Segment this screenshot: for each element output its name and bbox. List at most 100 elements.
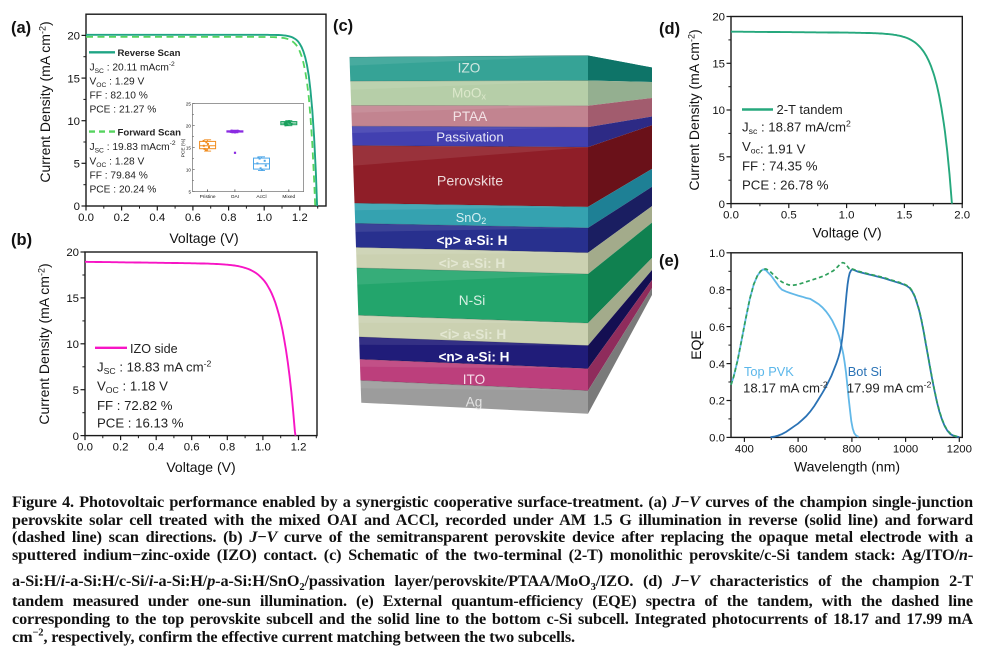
svg-text:Jsc : 18.87 mA/cm2: Jsc : 18.87 mA/cm2 [742, 119, 851, 136]
svg-text:0: 0 [74, 201, 80, 213]
svg-text:PCE : 16.13 %: PCE : 16.13 % [97, 416, 184, 431]
svg-text:PCE : 20.24 %: PCE : 20.24 % [90, 185, 157, 196]
svg-text:1.2: 1.2 [291, 442, 307, 454]
svg-text:0.2: 0.2 [709, 396, 725, 408]
svg-text:20: 20 [712, 12, 725, 24]
svg-text:Perovskite: Perovskite [437, 174, 503, 190]
svg-text:<i> a-Si: H: <i> a-Si: H [439, 256, 505, 271]
svg-text:Current Density (mA cm-2): Current Density (mA cm-2) [686, 29, 702, 190]
svg-text:400: 400 [735, 443, 754, 455]
svg-text:10: 10 [67, 116, 80, 128]
svg-text:(c): (c) [333, 17, 353, 35]
svg-text:0.0: 0.0 [709, 433, 725, 445]
svg-text:<n> a-Si: H: <n> a-Si: H [438, 350, 509, 365]
svg-text:5: 5 [74, 159, 80, 171]
svg-text:5: 5 [188, 189, 191, 194]
svg-text:0.0: 0.0 [78, 212, 94, 224]
svg-text:25: 25 [186, 101, 192, 106]
svg-text:SnO2: SnO2 [456, 210, 487, 226]
svg-text:1.0: 1.0 [256, 212, 272, 224]
svg-text:20: 20 [67, 31, 80, 43]
svg-text:FF : 74.35 %: FF : 74.35 % [742, 159, 818, 174]
svg-text:Voltage (V): Voltage (V) [166, 459, 235, 475]
svg-text:1200: 1200 [947, 443, 972, 455]
svg-text:1000: 1000 [893, 443, 918, 455]
svg-text:(e): (e) [659, 252, 679, 270]
svg-text:JSC : 20.11 mAcm-2: JSC : 20.11 mAcm-2 [90, 61, 176, 75]
svg-text:IZO: IZO [458, 61, 481, 76]
svg-text:0.5: 0.5 [781, 210, 797, 222]
svg-text:0.8: 0.8 [219, 442, 235, 454]
svg-text:Voc: 1.91 V: Voc: 1.91 V [742, 139, 806, 157]
svg-text:2-T tandem: 2-T tandem [777, 102, 843, 117]
svg-text:JSC : 18.83 mA cm-2: JSC : 18.83 mA cm-2 [97, 359, 212, 376]
svg-text:1.0: 1.0 [255, 442, 271, 454]
svg-text:IZO side: IZO side [130, 342, 178, 356]
svg-text:(d): (d) [659, 20, 680, 38]
svg-text:Voltage (V): Voltage (V) [812, 225, 881, 241]
svg-text:Voltage (V): Voltage (V) [169, 230, 238, 246]
svg-text:Forward Scan: Forward Scan [118, 127, 182, 138]
svg-text:FF : 82.10 %: FF : 82.10 % [90, 91, 148, 102]
svg-text:ITO: ITO [463, 372, 485, 387]
svg-text:PTAA: PTAA [453, 109, 488, 124]
svg-text:0.8: 0.8 [221, 212, 237, 224]
svg-text:18.17 mA cm-2: 18.17 mA cm-2 [743, 380, 828, 396]
svg-text:OAI: OAI [231, 194, 239, 200]
svg-text:5: 5 [73, 385, 79, 397]
svg-text:2.0: 2.0 [954, 210, 970, 222]
svg-text:15: 15 [186, 145, 192, 150]
svg-text:JSC : 19.83 mAcm-2: JSC : 19.83 mAcm-2 [90, 140, 176, 154]
svg-text:800: 800 [842, 443, 861, 455]
svg-text:FF : 79.84 %: FF : 79.84 % [90, 171, 148, 182]
svg-text:PCE : 21.27 %: PCE : 21.27 % [90, 104, 157, 115]
svg-text:Top PVK: Top PVK [744, 364, 794, 379]
svg-text:15: 15 [66, 293, 79, 305]
svg-text:0.6: 0.6 [709, 322, 725, 334]
svg-text:0.0: 0.0 [77, 442, 93, 454]
svg-text:VOC : 1.28 V: VOC : 1.28 V [90, 156, 145, 169]
svg-text:MoOx: MoOx [452, 86, 486, 102]
svg-text:0.2: 0.2 [114, 212, 130, 224]
svg-text:PCE (%): PCE (%) [181, 138, 187, 157]
svg-text:Ag: Ag [466, 395, 483, 410]
svg-text:Passivation: Passivation [436, 130, 503, 145]
svg-text:Current Density (mA cm-2): Current Density (mA cm-2) [37, 21, 53, 182]
svg-text:0.6: 0.6 [184, 442, 200, 454]
svg-text:(b): (b) [11, 231, 32, 249]
svg-text:10: 10 [712, 105, 725, 117]
svg-text:1.0: 1.0 [839, 210, 855, 222]
svg-text:VOC : 1.29 V: VOC : 1.29 V [90, 76, 145, 89]
svg-text:17.99 mA cm-2: 17.99 mA cm-2 [847, 380, 932, 396]
svg-text:N-Si: N-Si [459, 293, 485, 308]
svg-text:15: 15 [67, 73, 80, 85]
svg-text:0.0: 0.0 [723, 210, 739, 222]
svg-text:600: 600 [789, 443, 808, 455]
svg-text:EQE: EQE [688, 330, 704, 360]
svg-text:FF : 72.82 %: FF : 72.82 % [97, 398, 173, 413]
svg-text:Bot Si: Bot Si [848, 364, 882, 379]
svg-text:1.2: 1.2 [292, 212, 308, 224]
svg-text:1.5: 1.5 [896, 210, 912, 222]
svg-text:10: 10 [66, 339, 79, 351]
svg-text:Reverse Scan: Reverse Scan [118, 48, 181, 59]
svg-text:Current Density (mA cm-2): Current Density (mA cm-2) [36, 263, 52, 424]
svg-text:Wavelength (nm): Wavelength (nm) [794, 459, 900, 475]
svg-text:0.4: 0.4 [149, 212, 165, 224]
svg-text:15: 15 [712, 59, 725, 71]
svg-text:5: 5 [719, 152, 725, 164]
svg-text:(a): (a) [11, 19, 31, 37]
svg-text:10: 10 [186, 167, 192, 172]
svg-text:20: 20 [66, 247, 79, 259]
svg-text:0.4: 0.4 [709, 359, 725, 371]
svg-text:0: 0 [719, 199, 725, 211]
svg-text:0: 0 [73, 431, 79, 443]
svg-text:Mixed: Mixed [282, 194, 295, 200]
svg-text:0.8: 0.8 [709, 285, 725, 297]
svg-text:<p> a-Si: H: <p> a-Si: H [436, 233, 507, 248]
svg-text:1.0: 1.0 [709, 248, 725, 260]
svg-text:20: 20 [186, 123, 192, 128]
svg-text:VOC : 1.18 V: VOC : 1.18 V [97, 379, 168, 396]
svg-text:PCE : 26.78 %: PCE : 26.78 % [742, 178, 829, 193]
svg-text:AcCl: AcCl [256, 194, 266, 200]
